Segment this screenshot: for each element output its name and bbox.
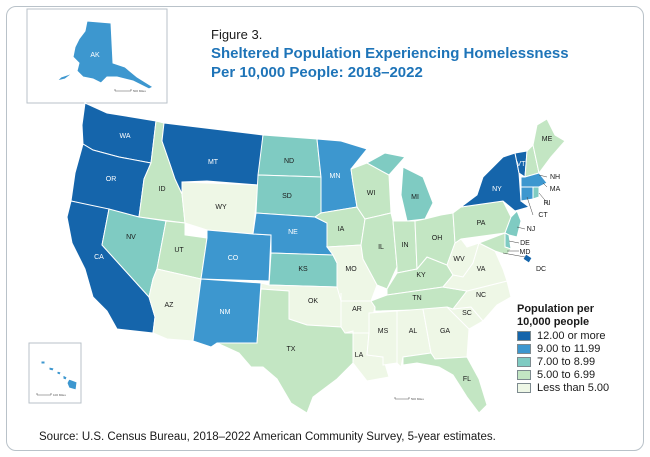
scale-label-conus: 500 Miles bbox=[411, 397, 424, 401]
label-GA: GA bbox=[440, 328, 450, 335]
legend-title-line-2: 10,000 people bbox=[517, 316, 590, 328]
map-title-line-2: Per 10,000 People: 2018–2022 bbox=[211, 64, 423, 81]
hawaii-inset bbox=[28, 342, 82, 404]
state-DC[interactable] bbox=[522, 253, 533, 264]
legend-item-label: 12.00 or more bbox=[537, 330, 606, 342]
leader-lines bbox=[502, 174, 550, 258]
label-MN: MN bbox=[330, 173, 341, 180]
label-KY: KY bbox=[416, 272, 426, 279]
scale-bar-hawaii: 100 Miles bbox=[36, 393, 66, 397]
label-MI: MI bbox=[411, 194, 419, 201]
legend-swatch bbox=[517, 344, 531, 354]
legend: Population per 10,000 people 12.00 or mo… bbox=[517, 303, 643, 394]
label-RI: RI bbox=[544, 200, 551, 207]
legend-item-label: 9.00 to 11.99 bbox=[537, 343, 601, 355]
label-DC: DC bbox=[536, 266, 546, 273]
legend-item-label: 5.00 to 6.99 bbox=[537, 369, 596, 381]
label-OR: OR bbox=[106, 176, 117, 183]
label-PA: PA bbox=[477, 220, 486, 227]
state-AK[interactable] bbox=[55, 20, 155, 90]
label-VT: VT bbox=[517, 161, 527, 168]
label-WI: WI bbox=[367, 190, 376, 197]
label-ND: ND bbox=[284, 158, 294, 165]
state-FL[interactable] bbox=[402, 352, 488, 414]
state-RI[interactable] bbox=[532, 186, 540, 200]
label-IN: IN bbox=[402, 242, 409, 249]
label-AZ: AZ bbox=[165, 302, 175, 309]
figure-frame: 500 Miles 100 Miles 500 Miles AK HI WA O… bbox=[6, 6, 644, 451]
label-LA: LA bbox=[355, 352, 364, 359]
legend-swatch bbox=[517, 370, 531, 380]
label-WV: WV bbox=[453, 256, 465, 263]
label-MA: MA bbox=[550, 186, 561, 193]
label-NY: NY bbox=[492, 186, 502, 193]
label-CA: CA bbox=[94, 254, 104, 261]
legend-item-label: 7.00 to 8.99 bbox=[537, 356, 596, 368]
label-UT: UT bbox=[174, 247, 184, 254]
label-WA: WA bbox=[119, 133, 130, 140]
scale-label-hawaii: 100 Miles bbox=[53, 393, 66, 397]
legend-swatch bbox=[517, 383, 531, 393]
label-SC: SC bbox=[462, 310, 472, 317]
label-TN: TN bbox=[412, 295, 421, 302]
legend-swatch bbox=[517, 331, 531, 341]
state-HI[interactable] bbox=[40, 360, 78, 391]
label-NM: NM bbox=[220, 309, 231, 316]
legend-item: 5.00 to 6.99 bbox=[517, 369, 643, 381]
label-NH: NH bbox=[550, 174, 560, 181]
scale-bar-conus: 500 Miles bbox=[394, 397, 424, 401]
source-note: Source: U.S. Census Bureau, 2018–2022 Am… bbox=[39, 431, 496, 443]
legend-item: Less than 5.00 bbox=[517, 382, 643, 394]
label-FL: FL bbox=[463, 376, 471, 383]
label-OH: OH bbox=[432, 235, 443, 242]
label-IA: IA bbox=[338, 226, 345, 233]
us-choropleth-map: 500 Miles 100 Miles 500 Miles AK HI WA O… bbox=[26, 8, 566, 414]
label-CO: CO bbox=[228, 255, 239, 262]
label-VA: VA bbox=[477, 266, 486, 273]
label-KS: KS bbox=[298, 266, 308, 273]
label-ID: ID bbox=[159, 186, 166, 193]
state-AZ[interactable] bbox=[148, 268, 202, 342]
label-NC: NC bbox=[476, 292, 486, 299]
label-MD: MD bbox=[520, 249, 531, 256]
scale-bar-alaska: 500 Miles bbox=[114, 89, 146, 93]
legend-item: 7.00 to 8.99 bbox=[517, 356, 643, 368]
label-ME: ME bbox=[542, 136, 553, 143]
label-WY: WY bbox=[215, 204, 227, 211]
state-labels: AK HI WA OR CA ID NV UT AZ MT WY CO NM N… bbox=[58, 52, 561, 391]
label-CT: CT bbox=[538, 212, 548, 219]
label-AL: AL bbox=[409, 328, 418, 335]
label-MO: MO bbox=[345, 266, 357, 273]
label-HI: HI bbox=[58, 384, 65, 391]
label-AR: AR bbox=[352, 306, 362, 313]
states-layer bbox=[40, 20, 566, 414]
legend-item-label: Less than 5.00 bbox=[537, 382, 610, 394]
state-ND[interactable] bbox=[257, 134, 322, 178]
label-IL: IL bbox=[378, 244, 384, 251]
scale-label-alaska: 500 Miles bbox=[133, 89, 146, 93]
label-MS: MS bbox=[378, 328, 389, 335]
legend-swatch bbox=[517, 357, 531, 367]
label-NV: NV bbox=[126, 234, 136, 241]
state-MD[interactable] bbox=[477, 232, 512, 256]
label-TX: TX bbox=[287, 346, 296, 353]
label-MT: MT bbox=[208, 159, 219, 166]
label-AK: AK bbox=[90, 52, 100, 59]
label-NJ: NJ bbox=[527, 226, 536, 233]
legend-title-line-1: Population per bbox=[517, 303, 594, 315]
label-DE: DE bbox=[520, 240, 530, 247]
legend-item: 12.00 or more bbox=[517, 330, 643, 342]
map-title-line-1: Sheltered Population Experiencing Homele… bbox=[211, 45, 569, 62]
label-SD: SD bbox=[282, 193, 292, 200]
legend-title: Population per 10,000 people bbox=[517, 303, 643, 329]
state-ME[interactable] bbox=[532, 118, 566, 175]
label-NE: NE bbox=[288, 229, 298, 236]
state-TX[interactable] bbox=[216, 288, 354, 414]
state-CT[interactable] bbox=[520, 186, 534, 202]
label-OK: OK bbox=[308, 298, 318, 305]
legend-item: 9.00 to 11.99 bbox=[517, 343, 643, 355]
figure-label: Figure 3. bbox=[211, 27, 263, 42]
